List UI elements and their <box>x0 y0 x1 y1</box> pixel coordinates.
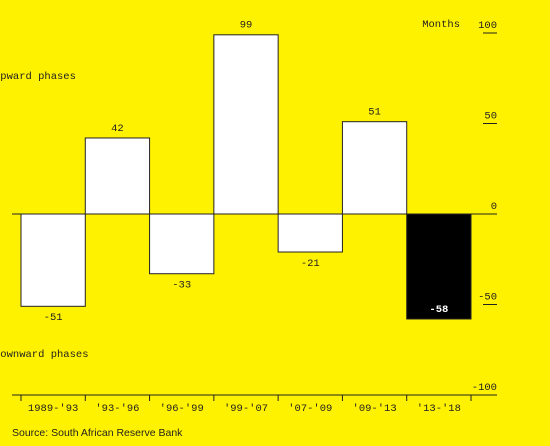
x-tick-label: '09-'13 <box>353 403 397 415</box>
bar <box>84 137 151 215</box>
annotation: Upward phases <box>0 71 76 83</box>
x-tick-label: '13-'18 <box>417 403 461 415</box>
y-tick-label: -100 <box>472 382 497 394</box>
x-tick-label: '96-'99 <box>160 403 204 415</box>
source: Source: South African Reserve Bank <box>12 427 183 439</box>
y-tick-label: 0 <box>491 201 497 213</box>
value-label: 51 <box>368 106 381 118</box>
x-tick-label: '99-'07 <box>224 403 268 415</box>
y-tick-label: 50 <box>484 110 497 122</box>
y-axis-label: Months <box>422 19 460 31</box>
y-tick-label: -50 <box>478 291 497 303</box>
annotation: Downward phases <box>0 349 89 361</box>
value-label: 42 <box>111 123 124 135</box>
value-label: 99 <box>240 20 253 32</box>
x-tick-label: '07-'09 <box>288 403 332 415</box>
value-label: -58 <box>429 304 448 316</box>
bar <box>341 121 408 215</box>
value-label: -33 <box>172 280 191 292</box>
bar <box>149 213 215 275</box>
x-tick-label: '93-'96 <box>95 403 139 415</box>
bar <box>20 213 86 307</box>
y-tick-label: 100 <box>478 20 497 32</box>
bar <box>406 213 472 320</box>
x-tick-label: 1989-'93 <box>28 403 78 415</box>
bar <box>277 213 343 253</box>
value-label: -51 <box>44 312 63 324</box>
value-label: -21 <box>301 258 320 270</box>
bar <box>213 34 279 215</box>
